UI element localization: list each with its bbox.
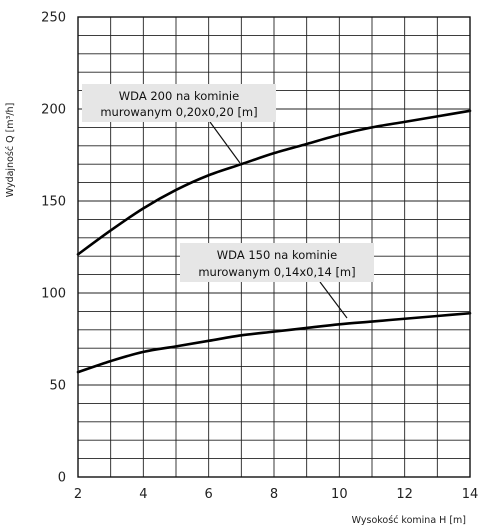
x-tick-label: 14 — [462, 487, 478, 502]
x-tick-label: 8 — [270, 487, 278, 502]
annotation-leader-wda-200 — [210, 122, 240, 163]
x-tick-label: 12 — [396, 487, 413, 502]
x-tick-label: 4 — [139, 487, 147, 502]
y-tick-label: 100 — [41, 287, 66, 302]
x-axis-label: Wysokość komina H [m] — [352, 515, 466, 526]
y-axis-label: Wydajność Q [m³/h] — [5, 103, 16, 198]
y-tick-label: 0 — [58, 471, 66, 486]
y-tick-label: 150 — [41, 195, 66, 210]
annotation-line-1: WDA 150 na kominie — [217, 248, 337, 262]
annotation-leader-wda-150 — [320, 282, 347, 318]
x-tick-label: 2 — [74, 487, 82, 502]
x-tick-label: 6 — [205, 487, 213, 502]
annotation-line-2: murowanym 0,20x0,20 [m] — [100, 105, 257, 119]
annotation-line-1: WDA 200 na kominie — [119, 89, 239, 103]
y-axis-ticks: 0 50 100 150 200 250 — [41, 11, 66, 486]
y-tick-label: 250 — [41, 11, 66, 26]
y-tick-label: 50 — [49, 379, 66, 394]
annotation-line-2: murowanym 0,14x0,14 [m] — [198, 265, 355, 279]
x-tick-label: 10 — [331, 487, 348, 502]
y-tick-label: 200 — [41, 103, 66, 118]
x-axis-ticks: 2 4 6 8 10 12 14 — [74, 487, 478, 502]
